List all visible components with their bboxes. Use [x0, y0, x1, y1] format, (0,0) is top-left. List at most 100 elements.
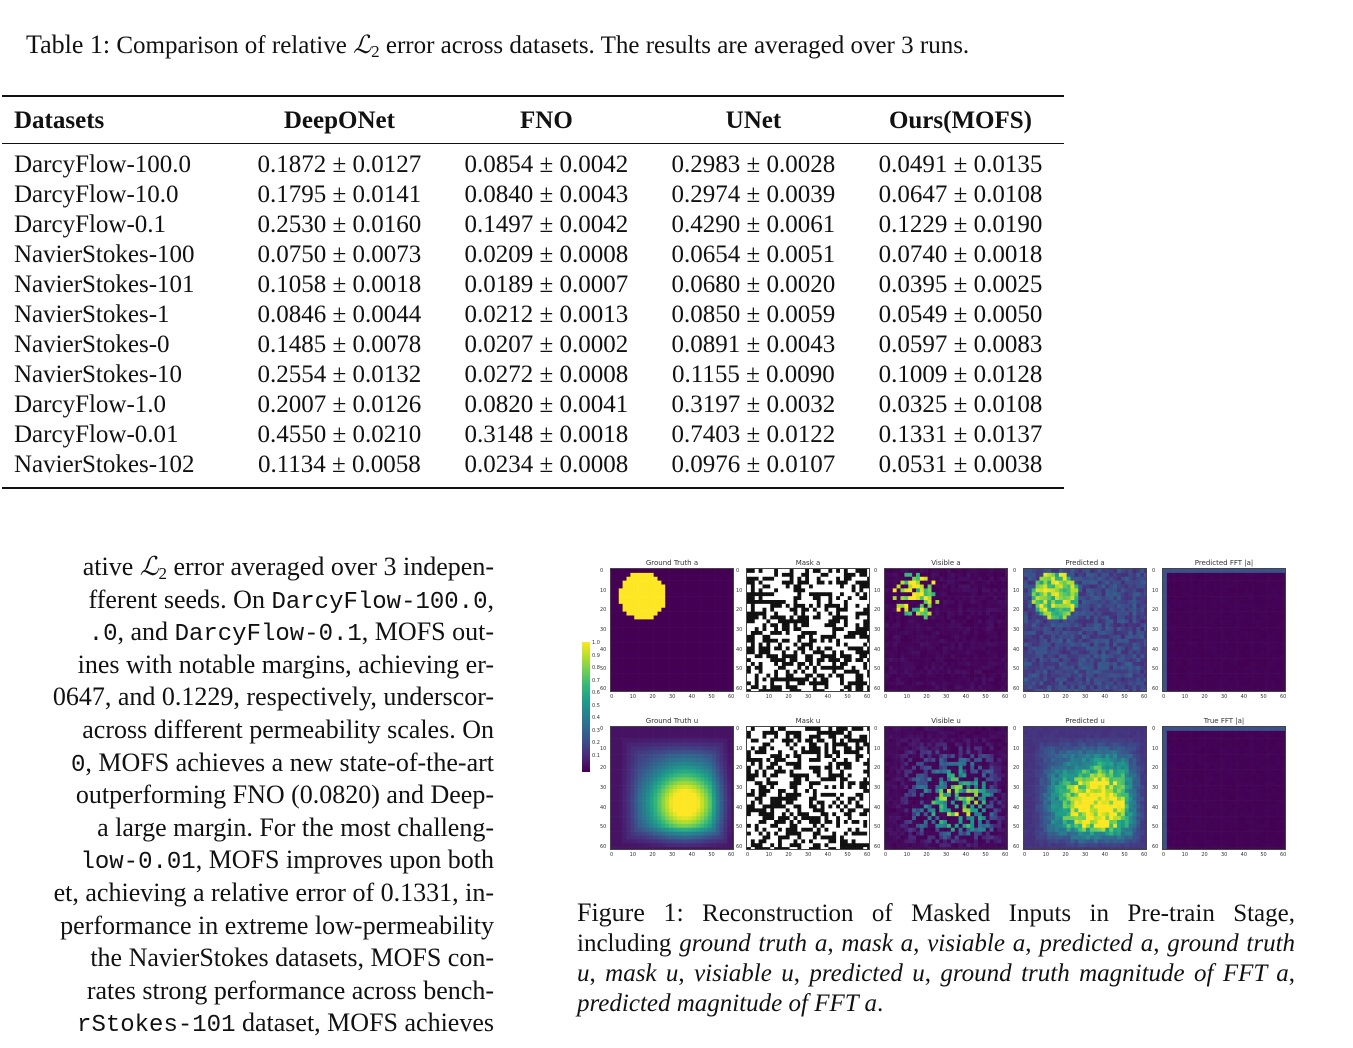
- colorbar-tick-label: 0.1: [592, 752, 600, 759]
- code-text: low-0.01: [80, 849, 196, 877]
- x-tick-label: 0: [884, 694, 888, 700]
- table-row: NavierStokes-101 0.1058 ± 0.0018 0.0189 ± …: [2, 270, 1064, 300]
- header-deeponet: DeepONet: [283, 107, 395, 134]
- colorbar-tick-label: 0.6: [592, 690, 600, 696]
- body-line: 0647, and 0.1229, respectively, undersco…: [53, 680, 494, 713]
- caption-item-math: a: [814, 930, 828, 957]
- code-text: rStokes-101: [77, 1012, 236, 1040]
- x-tick-label: 0: [746, 852, 750, 858]
- x-tick-label: 10: [903, 694, 911, 700]
- y-tick-label: 50: [600, 824, 607, 831]
- x-tick-label: 40: [688, 694, 696, 700]
- x-tick-label: 60: [1141, 694, 1148, 700]
- error-value-cell: 0.4290 ± 0.0061: [671, 211, 836, 238]
- x-tick-label: 0: [884, 852, 888, 858]
- x-tick-label: 20: [1062, 852, 1069, 858]
- x-tick-label: 50: [844, 694, 851, 700]
- x-tick-label: 60: [1002, 852, 1009, 858]
- x-tick-label: 50: [982, 852, 989, 858]
- dataset-name-cell: DarcyFlow-0.01: [14, 421, 179, 448]
- figure-panel: Ground Truth a 0 10 20 30 40 50 60 0 10 20 30 40 50 60: [600, 559, 734, 706]
- panel-title: True FFT |a|: [1203, 717, 1245, 725]
- table-caption-math: ℒ: [353, 32, 372, 59]
- x-tick-label: 0: [610, 852, 614, 858]
- dataset-name-cell: DarcyFlow-10.0: [14, 181, 179, 208]
- x-tick-label: 10: [629, 852, 637, 858]
- error-value-cell: 0.0531 ± 0.0038: [878, 451, 1043, 478]
- y-tick-label: 30: [600, 785, 607, 791]
- y-tick-label: 10: [1152, 587, 1159, 594]
- x-tick-label: 60: [864, 694, 871, 700]
- table-row: DarcyFlow-0.1 0.2530 ± 0.0160 0.1497 ± 0.0…: [2, 210, 1064, 240]
- table-caption-label: Table 1:: [26, 30, 111, 59]
- y-tick-label: 60: [1013, 844, 1020, 850]
- error-value-cell: 0.0395 ± 0.0025: [878, 271, 1043, 298]
- dataset-name-cell: NavierStokes-0: [14, 331, 170, 358]
- error-value-cell: 0.1331 ± 0.0137: [878, 421, 1043, 448]
- panel-title: Predicted FFT |a|: [1194, 559, 1254, 567]
- y-tick-label: 10: [600, 587, 607, 594]
- x-tick-label: 20: [649, 852, 656, 858]
- dataset-name-cell: NavierStokes-102: [14, 451, 195, 478]
- header-fno: FNO: [520, 107, 573, 134]
- error-value-cell: 0.0654 ± 0.0051: [671, 241, 836, 268]
- x-tick-label: 40: [962, 852, 970, 858]
- y-tick-label: 10: [736, 587, 743, 594]
- dataset-name-cell: DarcyFlow-1.0: [14, 391, 167, 418]
- y-tick-label: 40: [600, 646, 607, 653]
- figure-panel: Predicted FFT |a| 0 10 20 30 40 50 60 0 10 20 30 40 5…: [1152, 559, 1286, 706]
- caption-item-text: predicted: [799, 960, 913, 987]
- body-line: low-0.01, MOFS improves upon both: [80, 843, 494, 876]
- dataset-name-cell: DarcyFlow-0.1: [14, 211, 167, 238]
- body-text-segment: dataset, MOFS achieves: [235, 1008, 494, 1038]
- body-text-segment: ines with notable margins, achieving er-: [77, 649, 494, 679]
- x-tick-label: 40: [1101, 694, 1109, 700]
- x-tick-label: 50: [982, 694, 989, 700]
- y-tick-label: 30: [874, 785, 881, 791]
- error-value-cell: 0.0840 ± 0.0043: [464, 181, 629, 208]
- x-tick-label: 20: [1201, 852, 1208, 858]
- x-tick-label: 0: [1162, 852, 1166, 858]
- error-value-cell: 0.4550 ± 0.0210: [257, 421, 422, 448]
- y-tick-label: 40: [736, 804, 743, 811]
- y-tick-label: 20: [736, 607, 743, 614]
- y-tick-label: 0: [874, 568, 878, 574]
- figure-panel: Visible a 0 10 20 30 40 50 60 0 10 20 30 40 50 60: [874, 559, 1008, 706]
- table-row: NavierStokes-100 0.0750 ± 0.0073 0.0209 ± …: [2, 240, 1064, 270]
- error-value-cell: 0.0850 ± 0.0059: [671, 301, 836, 328]
- figure-panel: Mask a 0 10 20 30 40 50 60 0 10 20 30 40 50 60: [736, 559, 871, 706]
- colorbar-tick-label: 0.3: [592, 727, 600, 734]
- heatmap-image: [884, 726, 1008, 850]
- error-value-cell: 0.0272 ± 0.0008: [464, 361, 629, 388]
- error-value-cell: 0.0647 ± 0.0108: [878, 181, 1043, 208]
- x-tick-label: 30: [805, 852, 812, 858]
- x-tick-label: 10: [903, 852, 911, 858]
- figure-panel: Visible u 0 10 20 30 40 50 60 0 10 20 30 40 50 60: [874, 717, 1009, 864]
- math-text: ℒ: [139, 552, 159, 581]
- body-text-segment: ,: [487, 584, 495, 614]
- figure-caption-item: ground truth magnitude of FFT a,: [930, 960, 1295, 987]
- caption-item-text: mask: [833, 930, 901, 957]
- x-tick-label: 20: [923, 852, 930, 858]
- y-tick-label: 60: [1013, 686, 1020, 692]
- y-tick-label: 50: [874, 666, 881, 673]
- colorbar-tick-label: 1.0: [592, 640, 600, 646]
- y-tick-label: 50: [1152, 824, 1159, 831]
- x-tick-label: 50: [708, 852, 715, 858]
- error-value-cell: 0.2007 ± 0.0126: [257, 391, 422, 418]
- figure-caption-item: predicted u,: [799, 960, 931, 987]
- error-value-cell: 0.2974 ± 0.0039: [671, 181, 836, 208]
- y-tick-label: 30: [1152, 627, 1159, 633]
- table-header-row: Datasets DeepONet FNO UNet Ours(MOFS): [2, 96, 1064, 144]
- y-tick-label: 0: [600, 568, 604, 574]
- y-tick-label: 30: [1013, 785, 1020, 791]
- error-value-cell: 0.2554 ± 0.0132: [257, 361, 422, 388]
- y-tick-label: 60: [600, 844, 607, 850]
- table-caption-math-sub: 2: [371, 42, 380, 61]
- table-body: DarcyFlow-100.0 0.1872 ± 0.0127 0.0854 ± 0…: [2, 144, 1064, 489]
- x-tick-label: 60: [864, 852, 871, 858]
- colorbar-tick-label: 0.9: [592, 652, 600, 659]
- x-tick-label: 0: [1162, 694, 1166, 700]
- figure-caption-lead: Reconstruction of Masked Inputs in Pre-t…: [577, 900, 1295, 957]
- figure-caption-item: ground truth u,: [577, 930, 1296, 987]
